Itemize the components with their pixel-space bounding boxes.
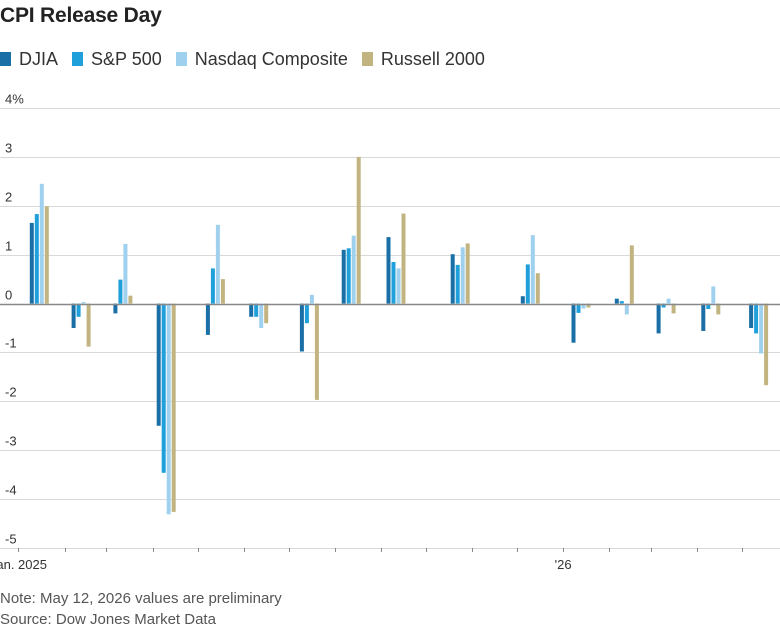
legend-label-sp500: S&P 500 — [91, 48, 162, 69]
y-tick-label: -2 — [5, 385, 17, 400]
legend-label-nasdaq: Nasdaq Composite — [194, 48, 348, 69]
y-tick-label: 1 — [5, 239, 12, 254]
legend-item-nasdaq: Nasdaq Composite — [175, 48, 348, 70]
y-tick-label: -4 — [5, 483, 17, 498]
bar — [118, 279, 123, 304]
legend: DJIA S&P 500 Nasdaq Composite Russell 20… — [0, 47, 499, 71]
bar — [661, 303, 666, 308]
bar — [525, 264, 530, 304]
bar — [586, 303, 591, 308]
y-tick-label: -3 — [5, 434, 17, 449]
legend-label-russell: Russell 2000 — [380, 48, 485, 69]
bar — [619, 301, 624, 304]
bar — [314, 303, 319, 400]
bar — [356, 156, 361, 304]
source-text: Source: Dow Jones Market Data — [0, 611, 216, 628]
bar — [535, 273, 540, 304]
bar — [460, 247, 465, 304]
bar — [71, 303, 76, 328]
bar — [76, 303, 81, 317]
bar — [455, 264, 460, 304]
legend-swatch-djia — [0, 52, 11, 66]
bar — [86, 303, 91, 347]
bar — [39, 183, 44, 304]
bar — [346, 248, 351, 304]
bar — [205, 303, 210, 335]
bar — [215, 224, 220, 304]
bar — [128, 295, 133, 304]
bar — [701, 303, 706, 331]
bar — [166, 303, 171, 515]
bar — [530, 235, 535, 304]
x-tick-label: '26 — [555, 557, 572, 572]
bar — [749, 303, 754, 328]
y-tick-label: 0 — [5, 288, 12, 303]
bar — [386, 237, 391, 304]
bar — [44, 206, 49, 304]
x-tick-label: Jan. 2025 — [0, 557, 47, 572]
chart-title: CPI Release Day — [0, 4, 162, 27]
bar — [706, 303, 711, 309]
bar — [264, 303, 269, 324]
bar — [210, 268, 215, 304]
bar — [465, 243, 470, 304]
legend-item-sp500: S&P 500 — [72, 49, 162, 70]
y-tick-label: -5 — [5, 532, 17, 547]
y-tick-label: -1 — [5, 336, 17, 351]
bar — [450, 254, 455, 304]
y-tick-label: 4% — [5, 92, 24, 107]
bar — [161, 303, 166, 473]
bar — [571, 303, 576, 343]
legend-item-russell: Russell 2000 — [361, 48, 485, 70]
bar — [716, 303, 721, 315]
bar — [629, 245, 634, 304]
footnotes: Note: May 12, 2026 values are preliminar… — [0, 588, 282, 630]
bar — [29, 222, 34, 304]
bar — [656, 303, 661, 334]
bar — [123, 243, 128, 304]
note-text: Note: May 12, 2026 values are preliminar… — [0, 590, 282, 607]
bar — [113, 303, 118, 314]
bar — [759, 303, 764, 354]
legend-swatch-nasdaq — [175, 52, 187, 66]
bar — [34, 214, 39, 304]
bar — [259, 303, 264, 328]
bar — [171, 303, 176, 512]
bar — [254, 303, 259, 317]
bar — [249, 303, 254, 317]
bar — [764, 303, 769, 386]
bar — [614, 298, 619, 304]
bar — [391, 262, 396, 304]
bar — [754, 303, 759, 334]
bar — [581, 303, 586, 309]
legend-swatch-russell — [361, 52, 373, 66]
legend-item-djia: DJIA — [0, 49, 58, 70]
y-tick-label: 3 — [5, 141, 12, 156]
bar — [299, 303, 304, 352]
bar — [341, 249, 346, 304]
bar — [396, 268, 401, 304]
legend-label-djia: DJIA — [19, 48, 59, 69]
bar — [304, 303, 309, 324]
bar — [576, 303, 581, 313]
bar — [156, 303, 161, 426]
bar — [666, 298, 671, 304]
legend-swatch-sp500 — [72, 52, 84, 66]
bar — [351, 235, 356, 304]
bar — [220, 279, 225, 304]
bar — [520, 296, 525, 304]
bar — [81, 302, 86, 304]
bar — [309, 294, 314, 304]
bar — [401, 213, 406, 304]
bar — [711, 286, 716, 304]
y-tick-label: 2 — [5, 190, 12, 205]
bar — [624, 303, 629, 315]
bar — [671, 303, 676, 314]
